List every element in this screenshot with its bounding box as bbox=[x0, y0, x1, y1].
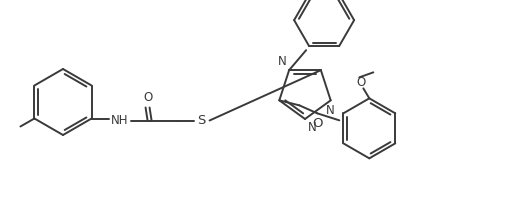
Text: O: O bbox=[143, 91, 152, 104]
Text: O: O bbox=[312, 117, 323, 130]
Text: N: N bbox=[277, 55, 286, 68]
Text: N: N bbox=[308, 121, 317, 134]
Text: N: N bbox=[326, 104, 335, 117]
Text: S: S bbox=[197, 114, 206, 127]
Text: NH: NH bbox=[111, 114, 129, 127]
Text: O: O bbox=[357, 76, 366, 89]
